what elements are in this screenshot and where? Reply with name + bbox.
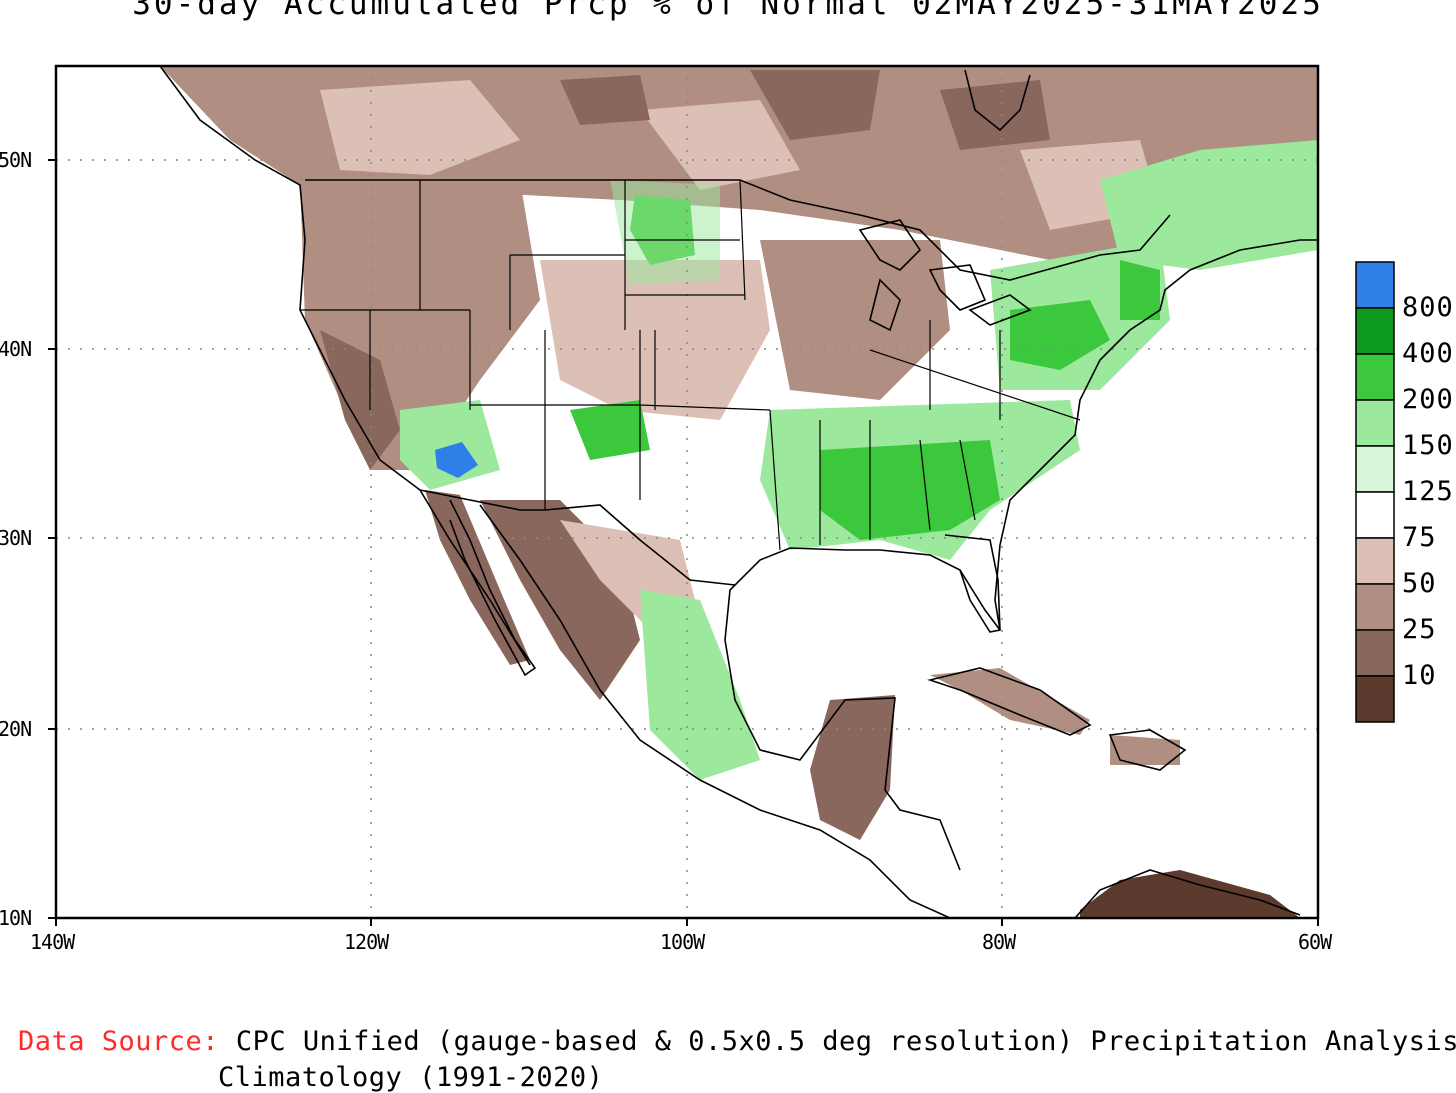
climatology-text: Climatology (1991-2020) — [218, 1062, 604, 1093]
legend-swatch — [1355, 445, 1395, 493]
legend-swatch — [1355, 261, 1395, 309]
field-arizona-verywet — [435, 442, 478, 478]
field-quebec-wet — [1100, 140, 1318, 270]
field-california-verydry — [320, 330, 400, 470]
data-source-line: Data Source: CPC Unified (gauge-based & … — [18, 1026, 1456, 1057]
precip-map — [48, 64, 1395, 926]
field-northeast-wetter — [1010, 260, 1160, 370]
legend-label: 10 — [1402, 660, 1437, 691]
field-dakotas-light — [610, 180, 720, 285]
ticks — [48, 159, 1319, 926]
lat-tick-label: 20N — [0, 717, 32, 741]
lon-tick-label: 60W — [1298, 930, 1332, 954]
legend-swatch — [1355, 307, 1395, 355]
lat-tick-label: 10N — [0, 906, 32, 930]
field-deep-south-wetter — [820, 440, 1000, 540]
boundaries — [159, 66, 1318, 918]
legend-swatch — [1355, 537, 1395, 585]
legend-label: 125 — [1402, 476, 1454, 507]
us-mexico-border — [419, 489, 736, 586]
graticule — [56, 66, 1318, 918]
field-canada-light — [320, 80, 1160, 230]
legend-swatch — [1355, 583, 1395, 631]
florida — [944, 534, 1001, 633]
lat-tick-label: 40N — [0, 337, 32, 361]
field-mexico-wet — [640, 590, 760, 780]
legend-label: 150 — [1402, 430, 1454, 461]
state-lines — [300, 179, 1081, 551]
legend-label: 200 — [1402, 384, 1454, 415]
legend-colorbar — [1355, 261, 1395, 723]
legend-swatch — [1355, 491, 1395, 539]
atlantic-coastline — [999, 239, 1318, 546]
legend-swatch — [1355, 629, 1395, 677]
data-source-label: Data Source: — [18, 1026, 220, 1057]
lat-tick-label: 30N — [0, 526, 32, 550]
field-south-america-dry — [1080, 870, 1300, 918]
legend-swatch — [1355, 353, 1395, 401]
hudson-bay — [964, 69, 1031, 132]
data-source-text: CPC Unified (gauge-based & 0.5x0.5 deg r… — [235, 1026, 1456, 1057]
lon-tick-label: 80W — [982, 930, 1016, 954]
legend-swatch — [1355, 399, 1395, 447]
lon-tick-label: 140W — [30, 930, 75, 954]
baja — [449, 499, 537, 677]
lat-tick-label: 50N — [0, 148, 32, 172]
map-title: 30-day Accumulated Prcp % of Normal 02MA… — [132, 0, 1324, 22]
field-canada-verydry — [560, 70, 1050, 150]
pacific-coastline — [159, 66, 951, 918]
field-midwest-brown — [760, 240, 950, 400]
legend-swatch — [1355, 675, 1395, 723]
hispaniola — [1108, 729, 1187, 771]
lon-tick-label: 100W — [660, 930, 705, 954]
cuba — [927, 667, 1092, 736]
us-canada-border — [305, 179, 1171, 281]
field-nm-wet — [570, 400, 650, 460]
lon-tick-label: 120W — [344, 930, 389, 954]
legend-label: 800 — [1402, 292, 1454, 323]
field-central-america-dry — [810, 695, 895, 840]
field-caribbean-dry — [930, 668, 1180, 765]
great-lakes — [858, 219, 1032, 332]
legend-label: 75 — [1402, 522, 1437, 553]
field-arizona-wet — [400, 400, 500, 490]
precip-fields — [160, 66, 1318, 918]
legend-label: 50 — [1402, 568, 1437, 599]
gulf-coastline — [724, 544, 1001, 871]
south-america — [1074, 869, 1301, 918]
legend-label: 25 — [1402, 614, 1437, 645]
legend-label: 400 — [1402, 338, 1454, 369]
